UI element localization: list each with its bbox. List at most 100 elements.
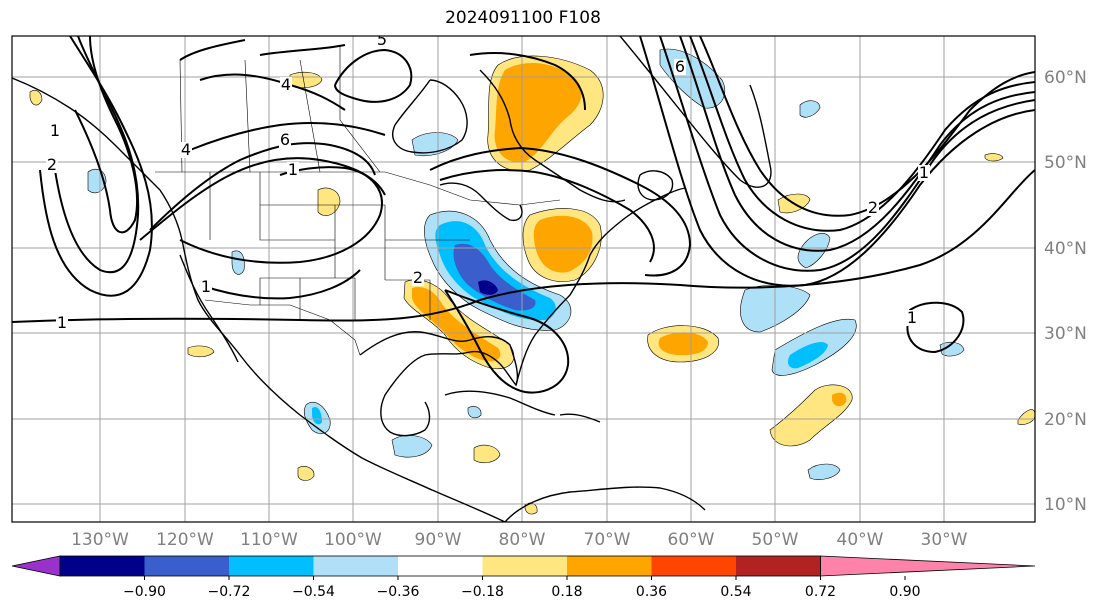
- contour-west-3: [74, 36, 139, 234]
- political-borders: [155, 45, 561, 356]
- colorbar-segment: [398, 556, 483, 576]
- shade-ohio-midblue: [453, 243, 536, 311]
- border-us-mexico: [204, 299, 361, 356]
- contour-label-bg: [412, 270, 424, 286]
- shade-carib-lightblue-20n: [467, 406, 482, 419]
- contour-atl-2: [689, 36, 1035, 232]
- shade-ohio-darkblue: [478, 280, 498, 295]
- contour-west-4: [149, 142, 376, 231]
- shade-atl-blue-30n: [787, 342, 828, 369]
- lon-tick-label: 100°W: [324, 530, 382, 550]
- colorbar-segment: [60, 556, 145, 576]
- coast-greatlakes: [439, 182, 523, 222]
- shade-pac-yellow-13n: [297, 466, 315, 481]
- lon-tick-label: 50°W: [752, 530, 799, 550]
- contour-label-bg: [56, 315, 68, 331]
- shade-atl-lightblue-25n: [807, 463, 841, 480]
- contour-atl-6: [639, 36, 1035, 287]
- coast-cuba: [444, 390, 556, 416]
- latitude-ticks: 60°N 50°N 40°N 30°N 20°N 10°N: [1044, 68, 1087, 515]
- colorbar-segment: [736, 556, 821, 576]
- contour-lines: [12, 36, 1035, 394]
- contour-label-bg: [867, 200, 879, 216]
- shade-atl-yellow-50n: [984, 153, 1004, 162]
- colorbar-label: −0.18: [461, 584, 504, 600]
- shade-hudson-lightblue: [411, 132, 459, 157]
- lon-tick-label: 120°W: [156, 530, 214, 550]
- lon-tick-label: 70°W: [584, 530, 631, 550]
- contour-trough-ohio: [444, 289, 570, 394]
- contour-label: 1: [288, 160, 298, 179]
- shade-atl-lightblue-32n: [939, 341, 965, 357]
- shade-pac-yellow-28n: [187, 345, 215, 358]
- colorbar-segment: [229, 556, 314, 576]
- contour-label: 5: [377, 30, 387, 49]
- contour-label-bg: [674, 59, 686, 75]
- contour-label: 4: [181, 140, 191, 159]
- contour-us-2: [179, 166, 383, 264]
- canada-provinces: [179, 45, 381, 173]
- lat-tick-label: 30°N: [1044, 324, 1087, 344]
- colorbar-label: 0.18: [551, 584, 582, 600]
- contour-label: 2: [868, 198, 878, 217]
- contour-label-bg: [279, 132, 291, 148]
- colorbar: −0.90 −0.72 −0.54 −0.36 −0.18 0.18 0.36 0.54 0.7…: [11, 555, 1036, 600]
- shade-atl-lightblue-57n: [799, 100, 821, 118]
- shade-ca-yellow-15n: [473, 444, 501, 464]
- lon-tick-label: 40°W: [837, 530, 884, 550]
- colorbar-extend-high: [820, 555, 1036, 577]
- contour-label: 6: [675, 57, 685, 76]
- anomaly-shading: [29, 48, 1035, 515]
- contour-atl-3: [679, 36, 1035, 252]
- coast-westcoast: [159, 189, 506, 522]
- lon-tick-label: 110°W: [240, 530, 298, 550]
- contour-label: 1: [919, 163, 929, 182]
- colorbar-label: −0.36: [377, 584, 420, 600]
- colorbar-label: −0.72: [208, 584, 251, 600]
- coast-hudson: [392, 79, 468, 154]
- contour-north-5: [469, 52, 586, 111]
- contour-east-1: [429, 146, 692, 277]
- shade-atl-orange-20n: [832, 392, 847, 407]
- contour-label: 1: [201, 277, 211, 296]
- contour-label: 1: [50, 121, 60, 140]
- contour-west-1: [39, 36, 153, 297]
- contour-label: 1: [57, 313, 67, 332]
- shade-pac-yellow-62n: [29, 90, 43, 106]
- coast-southamerica: [504, 486, 706, 522]
- contour-label: 2: [47, 155, 57, 174]
- contour-closed-1: [906, 301, 965, 354]
- contour-labels: 1 2 4 6 5 1 1 2 1 6 1 4 2 1: [46, 30, 930, 332]
- coast-gulf: [359, 331, 519, 437]
- shade-atl-yellow-20n: [769, 384, 853, 447]
- contour-us-1: [199, 269, 361, 300]
- contour-label-bg: [200, 279, 212, 295]
- coast-baja: [179, 254, 239, 363]
- colorbar-segment: [651, 556, 737, 576]
- colorbar-label: 0.72: [805, 584, 836, 600]
- colorbar-label: −0.54: [292, 584, 335, 600]
- contour-label-bg: [280, 77, 292, 93]
- colorbar-segment: [144, 556, 230, 576]
- border-us-canada: [155, 171, 561, 206]
- coast-hispaniola: [559, 413, 601, 423]
- contour-label-bg: [376, 36, 388, 48]
- map-frame: [11, 35, 1036, 523]
- lat-tick-label: 20°N: [1044, 410, 1087, 430]
- coast-greenland: [619, 36, 772, 188]
- contour-label: 2: [413, 268, 423, 287]
- shade-labrador-orange: [494, 63, 582, 163]
- longitude-ticks: 130°W 120°W 110°W 100°W 90°W 80°W 70°W 60°W 50°W…: [71, 530, 968, 550]
- shade-atl-orange-30n-core: [658, 332, 708, 356]
- contour-label-bg: [906, 310, 918, 326]
- colorbar-segment: [482, 556, 568, 576]
- lon-tick-label: 30°W: [921, 530, 968, 550]
- map-title: 2024091100 F108: [445, 8, 601, 28]
- contour-label: 4: [281, 75, 291, 94]
- coast-labrador: [479, 69, 626, 203]
- contour-label-bg: [287, 162, 299, 178]
- shade-gulf-orange: [412, 286, 501, 362]
- lat-tick-label: 40°N: [1044, 239, 1087, 259]
- contour-label-bg: [49, 123, 61, 139]
